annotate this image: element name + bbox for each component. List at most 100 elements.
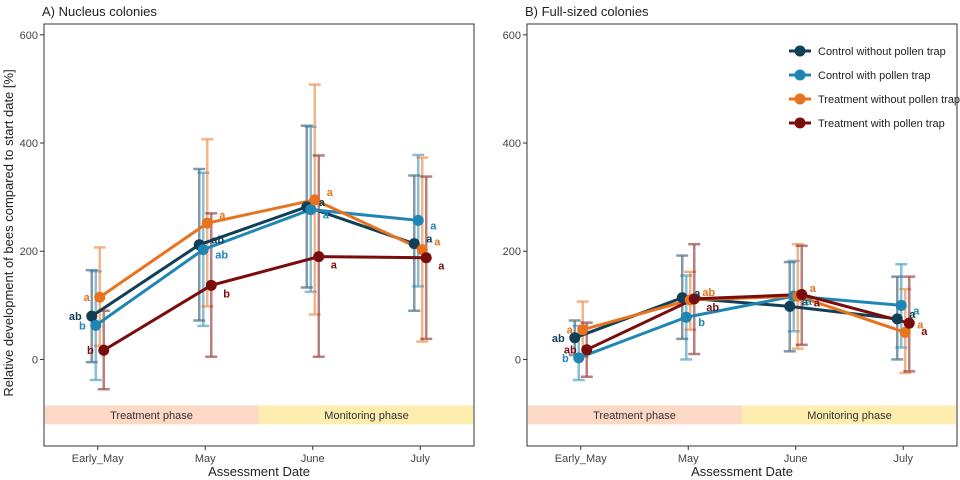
data-point — [201, 217, 213, 229]
legend-label: Control with pollen trap — [818, 70, 931, 82]
y-tick-label: 400 — [503, 138, 521, 150]
treatment-phase-label: Treatment phase — [593, 410, 676, 422]
data-point — [412, 214, 424, 226]
significance-letter: b — [223, 288, 230, 300]
data-point — [205, 279, 217, 291]
data-point — [408, 238, 420, 250]
data-point — [305, 204, 317, 216]
data-point — [94, 291, 106, 303]
legend-swatch-point — [794, 93, 806, 105]
legend-item: Treatment without pollen trap — [789, 93, 960, 106]
data-point — [86, 310, 98, 322]
x-tick-label: Early_May — [72, 453, 124, 465]
monitoring-phase-label: Monitoring phase — [324, 410, 408, 422]
data-point — [98, 344, 110, 356]
series-line — [90, 205, 415, 318]
significance-letter: a — [438, 261, 445, 273]
y-tick-label: 0 — [515, 354, 521, 366]
significance-letter: ab — [69, 311, 82, 323]
significance-letter: a — [913, 305, 920, 317]
treatment-phase-band — [528, 405, 742, 425]
significance-letter: b — [562, 353, 569, 365]
significance-letter: a — [802, 296, 809, 308]
data-point — [680, 311, 692, 323]
data-point — [90, 319, 102, 331]
y-axis-label: Relative development of bees compared to… — [1, 69, 16, 396]
series-line — [586, 293, 910, 352]
y-tick-label: 600 — [503, 30, 521, 42]
data-point — [577, 324, 589, 336]
data-point — [581, 344, 593, 356]
x-tick-label: Early_May — [555, 453, 607, 465]
data-point — [309, 194, 321, 206]
y-tick-label: 200 — [503, 246, 521, 258]
significance-letter: a — [909, 309, 916, 321]
x-tick-label: June — [784, 453, 808, 465]
treatment-phase-label: Treatment phase — [110, 410, 193, 422]
monitoring-phase-band — [259, 405, 473, 425]
significance-letter: a — [323, 210, 330, 222]
significance-letter: a — [917, 319, 924, 331]
data-point — [899, 326, 911, 338]
significance-letter: a — [327, 187, 334, 199]
treatment-phase-band — [45, 405, 259, 425]
x-tick-label: July — [410, 453, 430, 465]
monitoring-phase-band — [742, 405, 956, 425]
significance-letter: a — [426, 234, 433, 246]
legend-swatch-point — [794, 117, 806, 129]
significance-letter: a — [434, 237, 441, 249]
data-point — [416, 244, 428, 256]
series-line — [102, 255, 427, 352]
panel-title: B) Full-sized colonies — [525, 4, 649, 19]
significance-letter: a — [806, 296, 813, 308]
series-line — [578, 294, 902, 360]
series-line — [98, 198, 423, 299]
data-point — [688, 293, 700, 305]
legend: Control without pollen trap Control with … — [789, 45, 960, 130]
data-point — [197, 244, 209, 256]
y-tick-label: 200 — [20, 246, 38, 258]
data-point — [573, 352, 585, 364]
legend-item: Control with pollen trap — [789, 69, 931, 82]
plot-frame — [43, 23, 475, 447]
significance-letter: a — [319, 197, 326, 209]
significance-letter: a — [810, 283, 817, 295]
data-point — [891, 313, 903, 325]
significance-letter: b — [698, 317, 705, 329]
significance-letter: a — [219, 210, 226, 222]
x-tick-label: June — [301, 453, 325, 465]
x-axis-label: Assessment Date — [691, 464, 793, 479]
x-tick-label: July — [893, 453, 913, 465]
significance-letter: a — [694, 288, 701, 300]
x-axis-label: Assessment Date — [208, 464, 310, 479]
significance-letter: a — [814, 298, 821, 310]
significance-letter: ab — [564, 345, 577, 357]
significance-letter: ab — [706, 302, 719, 314]
significance-letter: b — [79, 320, 86, 332]
panel-full-sized-colonies: B) Full-sized colonies Treatment phase Mon… — [503, 4, 958, 479]
legend-label: Treatment without pollen trap — [818, 94, 960, 106]
legend-label: Treatment with pollen trap — [818, 118, 945, 130]
data-point — [796, 289, 808, 301]
legend-item: Treatment with pollen trap — [789, 117, 945, 130]
y-tick-label: 0 — [32, 354, 38, 366]
plot-frame — [526, 23, 958, 447]
data-point — [569, 332, 581, 344]
significance-letter: a — [84, 292, 91, 304]
legend-item: Control without pollen trap — [789, 45, 946, 58]
significance-letter: ab — [215, 250, 228, 262]
significance-letter: a — [430, 220, 437, 232]
legend-label: Control without pollen trap — [818, 46, 946, 58]
data-point — [784, 300, 796, 312]
legend-swatch-point — [794, 45, 806, 57]
significance-letter: a — [921, 326, 928, 338]
data-point — [895, 299, 907, 311]
data-point — [903, 317, 915, 329]
significance-letter: ab — [211, 235, 224, 247]
significance-letter: a — [331, 260, 338, 272]
panel-title: A) Nucleus colonies — [42, 4, 157, 19]
monitoring-phase-label: Monitoring phase — [807, 410, 891, 422]
series-line — [94, 208, 419, 327]
significance-letter: a — [567, 325, 574, 337]
x-tick-label: May — [678, 453, 699, 465]
